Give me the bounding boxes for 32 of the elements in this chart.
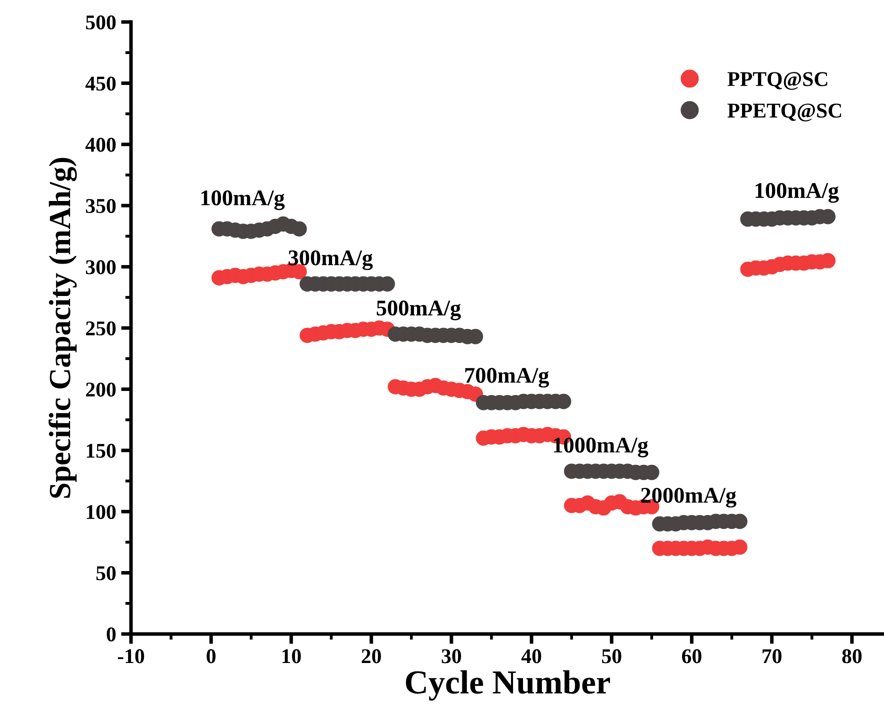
x-tick-label: 20: [362, 649, 381, 664]
annotation: 2000mA/g: [641, 488, 736, 508]
annotation: 1000mA/g: [554, 438, 648, 458]
y-tick-label: 300: [86, 260, 116, 274]
x-tick-label: 30: [442, 649, 462, 664]
legend-label: PPETQ@SC: [728, 104, 842, 122]
y-tick-label: 200: [86, 382, 116, 397]
y-tick-label: 450: [85, 76, 116, 91]
x-axis-title: Cycle Number: [406, 670, 610, 701]
y-tick-label: 350: [86, 198, 116, 214]
legend-label: PPTQ@SC: [728, 72, 828, 90]
x-tick-label: 10: [282, 649, 301, 664]
x-tick-label: 0: [206, 649, 216, 664]
annotation: 100mA/g: [756, 183, 839, 203]
x-tick-label: 70: [762, 649, 782, 664]
y-tick-label: 0: [106, 627, 116, 642]
y-tick-label: 100: [86, 504, 116, 520]
y-tick-label: 250: [86, 321, 116, 336]
x-tick-label: 50: [602, 649, 622, 664]
y-tick-label: 400: [85, 138, 116, 152]
annotation: 300mA/g: [288, 250, 373, 270]
x-tick-label: 80: [842, 649, 862, 664]
x-tick-label: 60: [682, 649, 702, 664]
x-tick-label: 40: [521, 649, 542, 664]
annotation: 700mA/g: [465, 368, 549, 388]
annotation: 100mA/g: [201, 190, 285, 210]
y-tick-label: 50: [96, 566, 116, 580]
x-tick-label: -10: [118, 649, 144, 664]
y-tick-label: 500: [86, 15, 116, 30]
y-tick-label: 150: [86, 444, 116, 458]
y-axis-title: Specific Capacity (mAh/g): [48, 158, 77, 498]
annotation: 500mA/g: [376, 300, 461, 320]
